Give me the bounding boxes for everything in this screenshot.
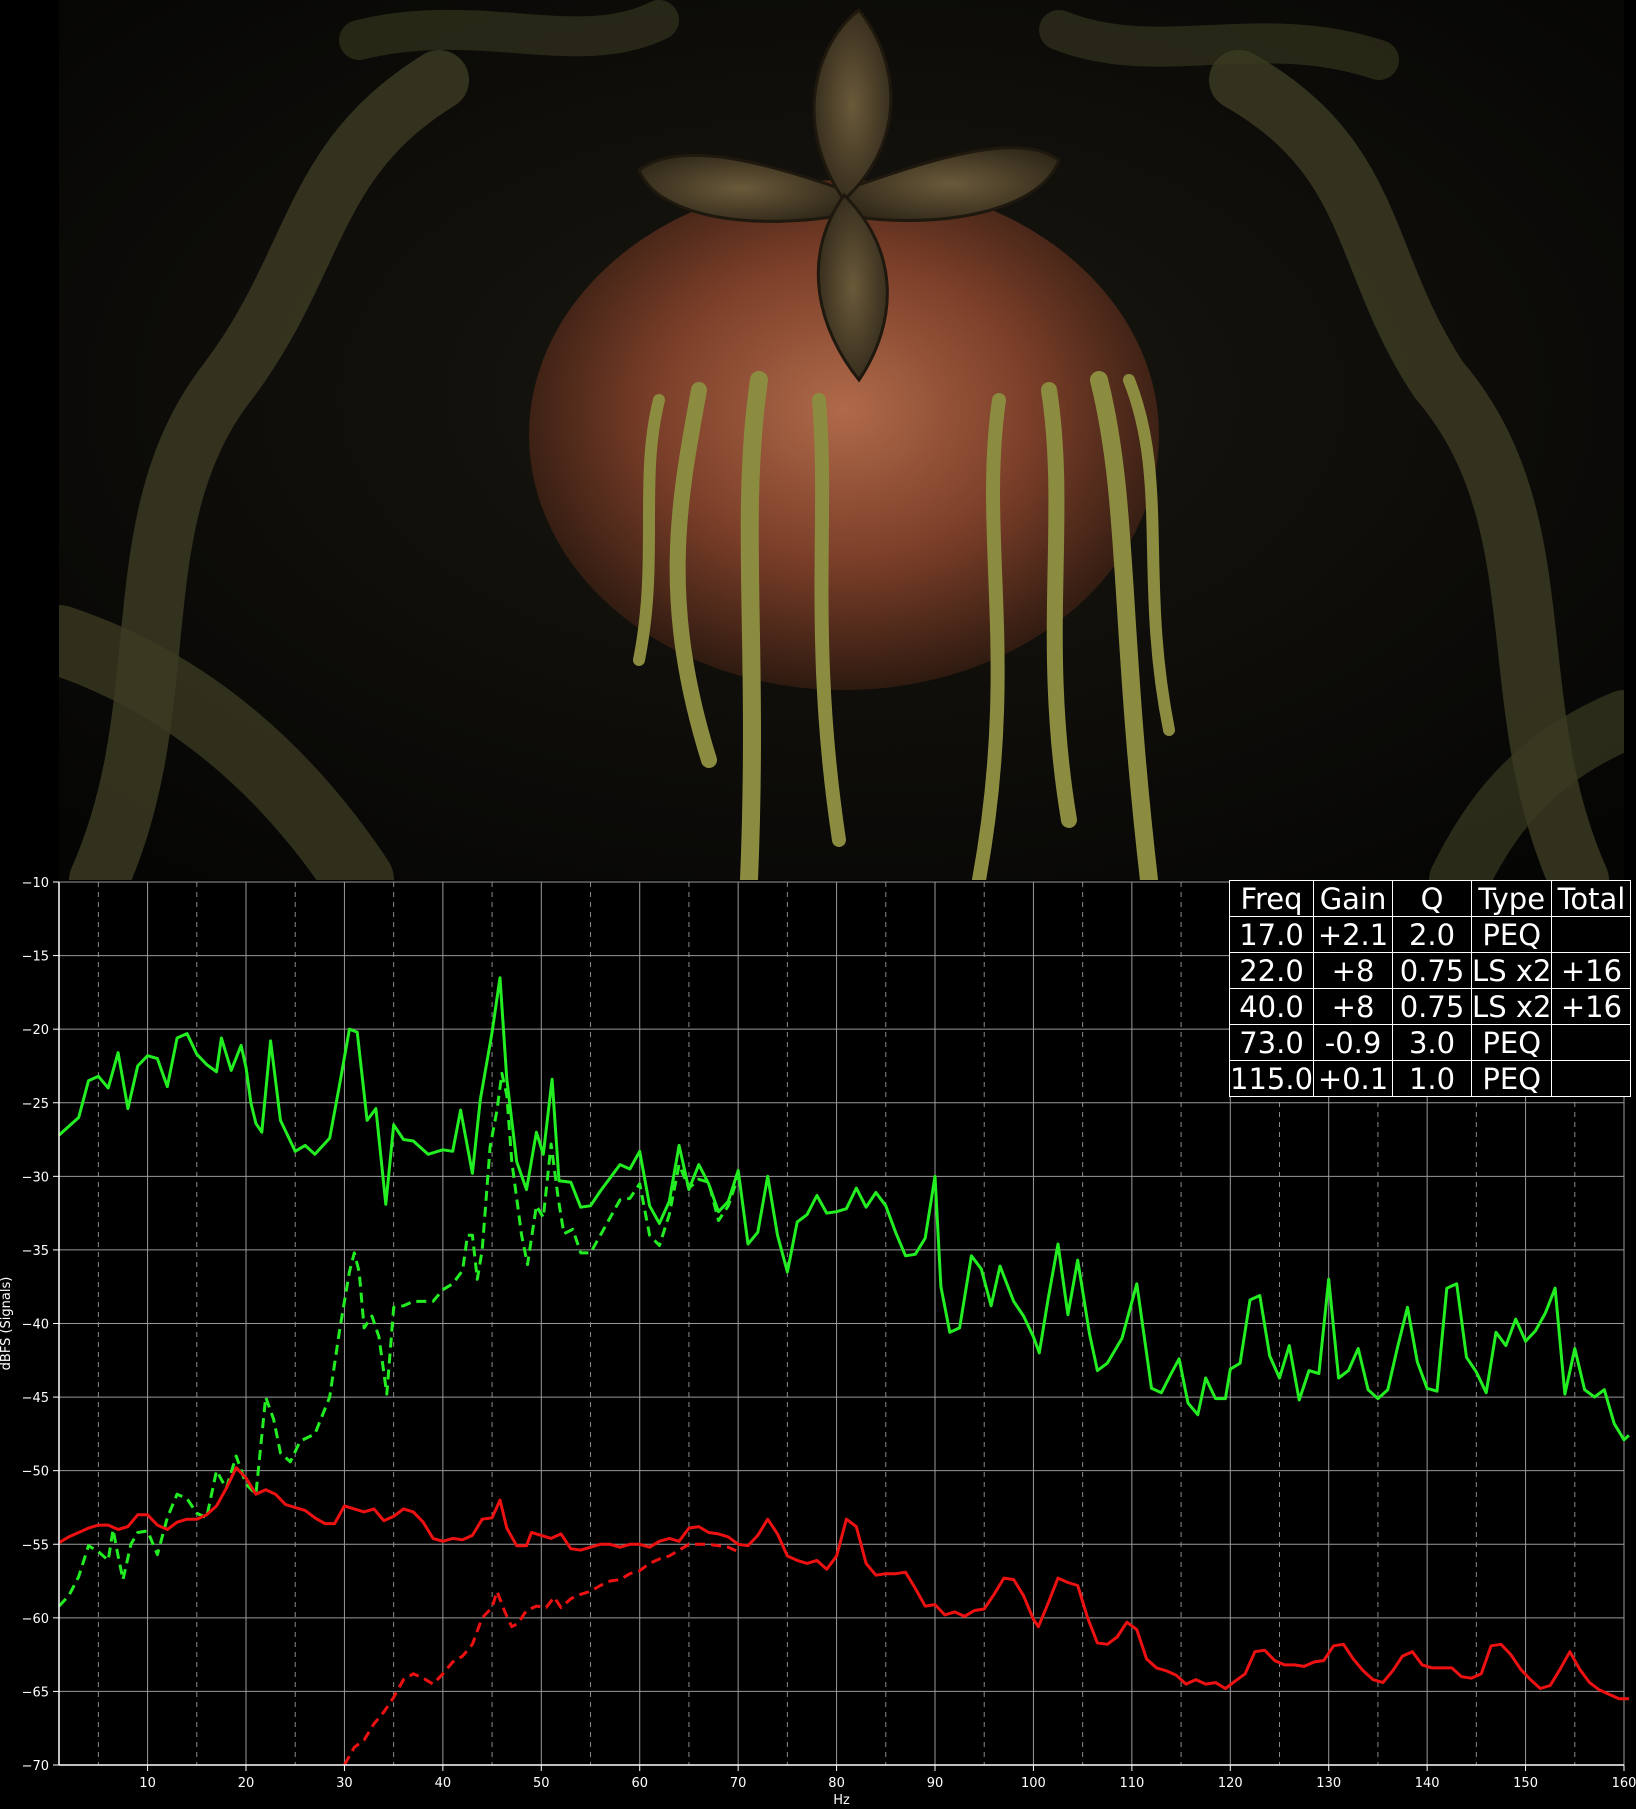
x-tick-label: 80 (828, 1776, 845, 1791)
eq-cell-gain: +8 (1313, 952, 1394, 989)
eq-cell-q: 0.75 (1392, 988, 1473, 1025)
series-line-3 (343, 1542, 739, 1766)
eq-header-q: Q (1392, 880, 1473, 917)
eq-cell-freq: 115.0 (1228, 1060, 1315, 1097)
x-tick-label: 160 (1612, 1776, 1636, 1791)
eq-cell-type: PEQ (1471, 916, 1553, 953)
eq-cell-gain: -0.9 (1313, 1024, 1394, 1061)
eq-cell-q: 0.75 (1392, 952, 1473, 989)
x-tick-label: 110 (1119, 1776, 1144, 1791)
y-tick-label: −20 (22, 1023, 49, 1038)
table-row: 22.0 +8 0.75 LS x2 +16 (1228, 952, 1632, 989)
poster-artwork (59, 0, 1624, 880)
eq-cell-total: +16 (1551, 988, 1632, 1025)
x-tick-label: 20 (238, 1776, 255, 1791)
table-row: 40.0 +8 0.75 LS x2 +16 (1228, 988, 1632, 1025)
eq-cell-q: 3.0 (1392, 1024, 1473, 1061)
creature-petals (637, 7, 1061, 383)
x-tick-label: 90 (927, 1776, 944, 1791)
eq-cell-type: PEQ (1471, 1024, 1553, 1061)
x-tick-label: 40 (435, 1776, 452, 1791)
vines (59, 0, 1624, 880)
series-line-2 (58, 1466, 1629, 1701)
table-row: 73.0 -0.9 3.0 PEQ (1228, 1024, 1632, 1061)
y-tick-label: −50 (22, 1465, 49, 1480)
x-tick-label: 130 (1316, 1776, 1341, 1791)
eq-cell-freq: 22.0 (1228, 952, 1315, 989)
x-tick-label: 70 (730, 1776, 747, 1791)
eq-cell-type: PEQ (1471, 1060, 1553, 1097)
y-tick-label: −60 (22, 1612, 49, 1627)
chart-series (57, 976, 1630, 1766)
x-axis-label: Hz (833, 1793, 850, 1808)
x-tick-label: 120 (1218, 1776, 1243, 1791)
x-tick-label: 100 (1021, 1776, 1046, 1791)
y-tick-label: −55 (22, 1538, 49, 1553)
eq-cell-total (1551, 1024, 1632, 1061)
y-axis-label: dBFS (Signals) (0, 1277, 14, 1371)
y-tick-label: −65 (22, 1685, 49, 1700)
eq-filter-table: Freq Gain Q Type Total 17.0 +2.1 2.0 PEQ… (1228, 880, 1632, 1097)
eq-cell-q: 1.0 (1392, 1060, 1473, 1097)
chart-axes: 10 20 30 40 50 60 70 80 90 100 110 120 130 140 150 160 −… (0, 876, 1636, 1808)
x-tick-label: 150 (1513, 1776, 1538, 1791)
x-tick-label: 30 (336, 1776, 353, 1791)
y-tick-label: −45 (22, 1391, 49, 1406)
x-tick-label: 10 (139, 1776, 156, 1791)
y-tick-label: −40 (22, 1318, 49, 1333)
eq-cell-freq: 17.0 (1228, 916, 1315, 953)
y-tick-label: −30 (22, 1170, 49, 1185)
x-tick-label: 60 (631, 1776, 648, 1791)
eq-cell-q: 2.0 (1392, 916, 1473, 953)
eq-cell-type: LS x2 (1471, 952, 1553, 989)
eq-cell-gain: +0.1 (1313, 1060, 1394, 1097)
eq-cell-gain: +8 (1313, 988, 1394, 1025)
x-tick-label: 140 (1415, 1776, 1440, 1791)
table-row: 115.0 +0.1 1.0 PEQ (1228, 1060, 1632, 1097)
eq-cell-freq: 73.0 (1228, 1024, 1315, 1061)
table-row: 17.0 +2.1 2.0 PEQ (1228, 916, 1632, 953)
eq-cell-total (1551, 916, 1632, 953)
eq-cell-gain: +2.1 (1313, 916, 1394, 953)
eq-cell-freq: 40.0 (1228, 988, 1315, 1025)
y-tick-label: −25 (22, 1097, 49, 1112)
x-tick-label: 50 (533, 1776, 550, 1791)
eq-header-gain: Gain (1313, 880, 1394, 917)
eq-cell-type: LS x2 (1471, 988, 1553, 1025)
eq-cell-total: +16 (1551, 952, 1632, 989)
series-line-0 (58, 976, 1630, 1442)
eq-header-total: Total (1551, 880, 1632, 917)
eq-cell-total (1551, 1060, 1632, 1097)
eq-table-header-row: Freq Gain Q Type Total (1228, 880, 1632, 917)
eq-header-freq: Freq (1228, 880, 1315, 917)
eq-header-type: Type (1471, 880, 1553, 917)
y-tick-label: −10 (22, 876, 49, 891)
series-line-1 (57, 1071, 740, 1608)
y-tick-label: −15 (22, 950, 49, 965)
y-tick-label: −35 (22, 1244, 49, 1259)
creature-tendrils (633, 371, 1175, 880)
y-tick-label: −70 (22, 1759, 49, 1774)
